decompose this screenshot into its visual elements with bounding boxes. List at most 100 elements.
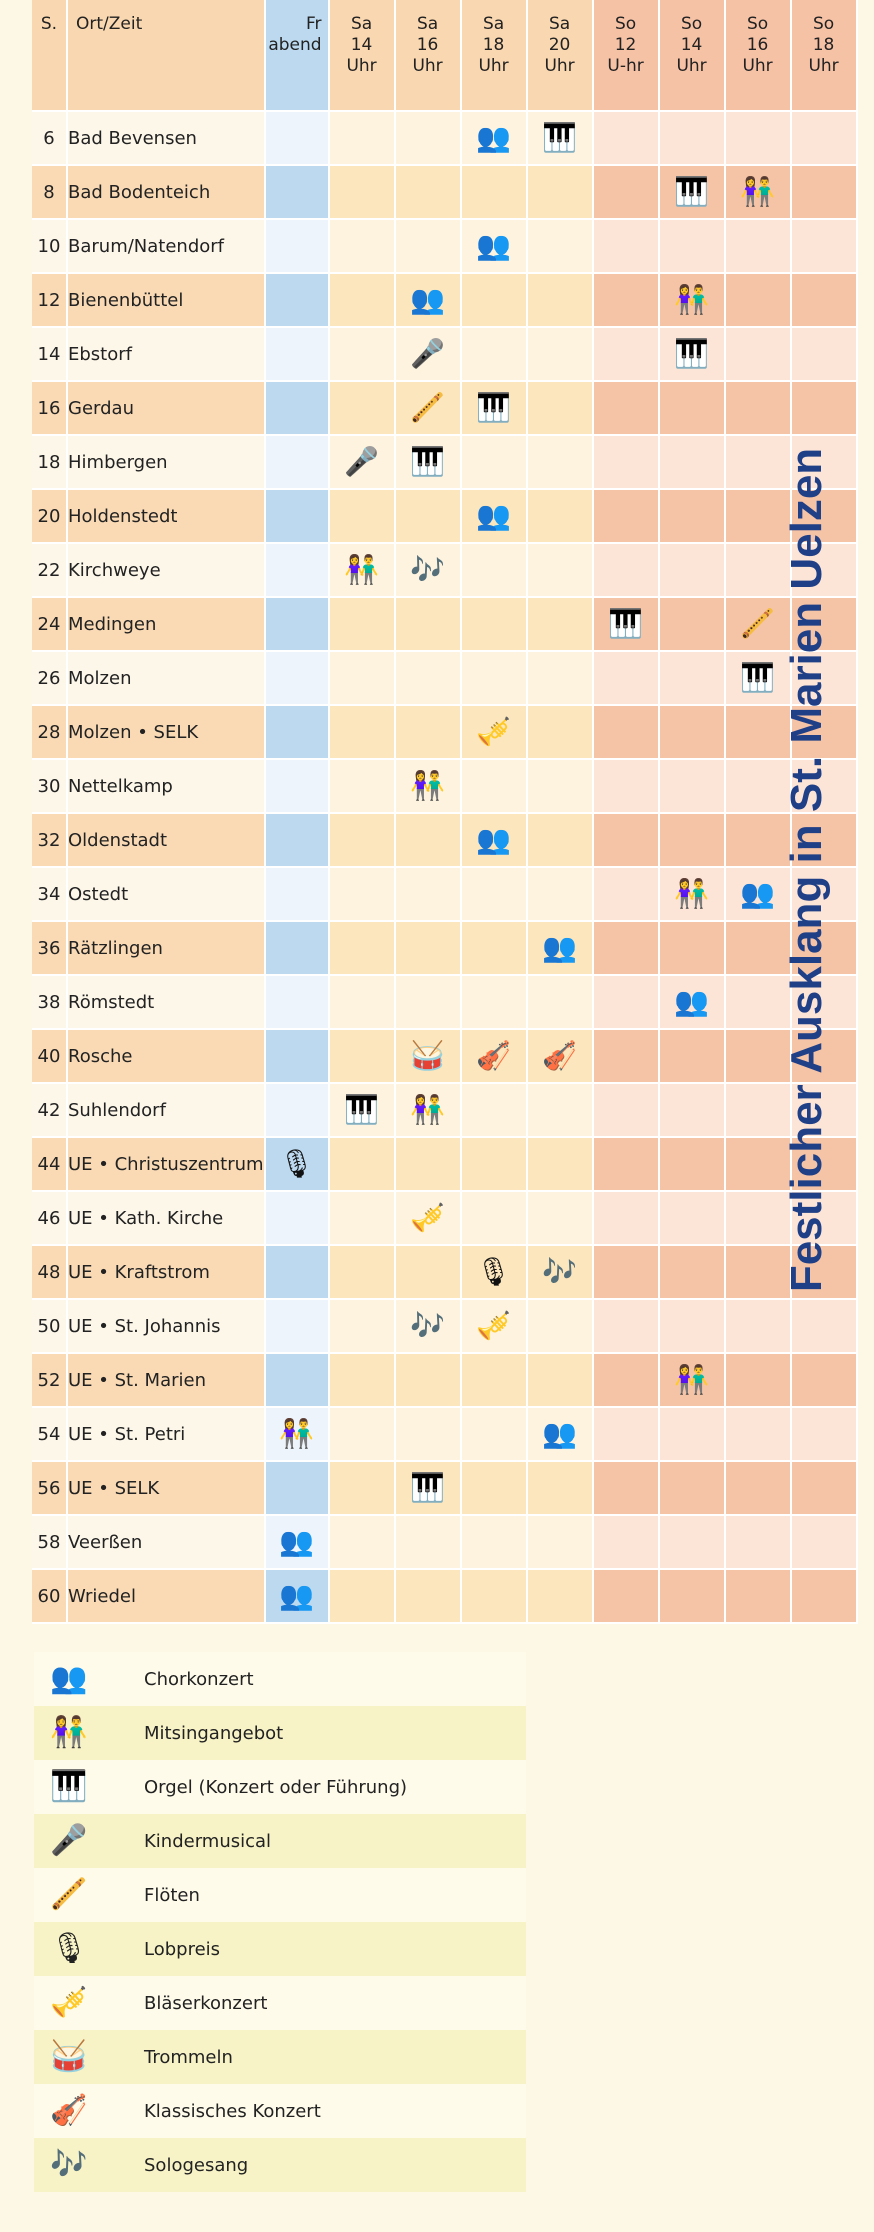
schedule-cell [725, 1246, 792, 1300]
schedule-cell [461, 1138, 528, 1192]
schedule-cell [593, 1354, 660, 1408]
location-name: Molzen [68, 652, 266, 706]
table-row: 56 UE • SELK 🎹 [32, 1462, 858, 1516]
schedule-cell [791, 544, 858, 598]
location-name: Römstedt [68, 976, 266, 1030]
schedule-cell [265, 706, 330, 760]
mitsingangebot-icon: 👫 [279, 1417, 314, 1450]
chorkonzert-icon: 👥 [279, 1579, 314, 1612]
location-name: UE • Kraftstrom [68, 1246, 266, 1300]
lobpreis-icon: 🎙 [49, 1931, 89, 1966]
schedule-cell [265, 166, 330, 220]
table-row: 26 Molzen 🎹 [32, 652, 858, 706]
schedule-cell [329, 274, 396, 328]
chorkonzert-icon: 👥 [542, 931, 577, 964]
schedule-cell [329, 760, 396, 814]
table-row: 22 Kirchweye 👫 🎶 [32, 544, 858, 598]
column-header-num: 14 [350, 35, 373, 55]
schedule-cell [791, 1462, 858, 1516]
mitsingangebot-icon: 👫 [674, 283, 709, 316]
blaeserkonzert-icon: 🎺 [476, 1309, 511, 1342]
location-name: Ostedt [68, 868, 266, 922]
schedule-cell: 🎙 [265, 1138, 330, 1192]
schedule-cell: 👥 [725, 868, 792, 922]
page-number: 36 [32, 922, 68, 976]
schedule-cell [265, 112, 330, 166]
schedule-cell [329, 166, 396, 220]
floeten-icon: 🪈 [50, 1877, 88, 1912]
side-title: Festlicher Ausklang in St. Marien Uelzen [760, 400, 854, 1340]
schedule-cell [265, 490, 330, 544]
legend-item: 🎶 Sologesang [34, 2138, 526, 2192]
chorkonzert-icon: 👥 [279, 1525, 314, 1558]
schedule-cell [659, 1030, 726, 1084]
sologesang-icon: 🎶 [410, 553, 445, 586]
page-number: 60 [32, 1570, 68, 1624]
location-name: Nettelkamp [68, 760, 266, 814]
schedule-cell [791, 976, 858, 1030]
schedule-cell [461, 274, 528, 328]
schedule-cell [593, 544, 660, 598]
schedule-cell [527, 544, 594, 598]
schedule-cell [461, 166, 528, 220]
page-number: 34 [32, 868, 68, 922]
schedule-cell [265, 1354, 330, 1408]
schedule-cell: 🎙 [461, 1246, 528, 1300]
schedule-cell [527, 1516, 594, 1570]
schedule-cell [395, 706, 462, 760]
location-name: UE • St. Marien [68, 1354, 266, 1408]
page-number: 44 [32, 1138, 68, 1192]
schedule-cell [395, 112, 462, 166]
schedule-cell [461, 598, 528, 652]
schedule-cell [527, 1084, 594, 1138]
schedule-cell [791, 1300, 858, 1354]
orgel-icon: 🎹 [740, 661, 775, 694]
column-header-ort-zeit: Ort/Zeit [68, 0, 266, 112]
schedule-cell: 👫 [395, 1084, 462, 1138]
column-header-num: 12 [614, 35, 637, 55]
schedule-cell [329, 382, 396, 436]
orgel-icon: 🎹 [476, 391, 511, 424]
schedule-cell [527, 436, 594, 490]
schedule-cell [265, 1192, 330, 1246]
location-name: Veerßen [68, 1516, 266, 1570]
schedule-cell [329, 1030, 396, 1084]
schedule-cell [527, 1192, 594, 1246]
schedule-cell [791, 1084, 858, 1138]
table-row: 16 Gerdau 🪈 🎹 [32, 382, 858, 436]
table-row: 6 Bad Bevensen 👥 🎹 [32, 112, 858, 166]
column-header-time: Sa 16 Uhr [395, 0, 462, 112]
schedule-cell [395, 1138, 462, 1192]
table-row: 58 Veerßen 👥 [32, 1516, 858, 1570]
column-header-num: 20 [548, 35, 571, 55]
schedule-cell [329, 976, 396, 1030]
schedule-cell [329, 328, 396, 382]
page-number: 46 [32, 1192, 68, 1246]
schedule-cell [593, 1462, 660, 1516]
schedule-cell [527, 1570, 594, 1624]
kindermusical-icon: 🎤 [410, 337, 445, 370]
schedule-cell [265, 598, 330, 652]
schedule-cell [527, 1462, 594, 1516]
schedule-cell [265, 760, 330, 814]
schedule-cell [461, 868, 528, 922]
legend-label: Chorkonzert [144, 1668, 254, 1690]
schedule-cell [725, 1300, 792, 1354]
schedule-cell [593, 166, 660, 220]
schedule-cell [265, 814, 330, 868]
table-row: 34 Ostedt 👫 👥 [32, 868, 858, 922]
column-header-unit: U-hr [607, 56, 644, 76]
schedule-cell [725, 1030, 792, 1084]
schedule-cell [395, 166, 462, 220]
table-row: 10 Barum/Natendorf 👥 [32, 220, 858, 274]
chorkonzert-icon: 👥 [410, 283, 445, 316]
lobpreis-icon: 🎙 [278, 1147, 315, 1180]
schedule-cell [659, 382, 726, 436]
schedule-cell [593, 706, 660, 760]
schedule-cell [527, 652, 594, 706]
legend-label: Lobpreis [144, 1938, 221, 1960]
page-number: 28 [32, 706, 68, 760]
trommeln-icon: 🥁 [410, 1039, 445, 1072]
schedule-cell [791, 220, 858, 274]
legend-label: Kindermusical [144, 1830, 272, 1852]
